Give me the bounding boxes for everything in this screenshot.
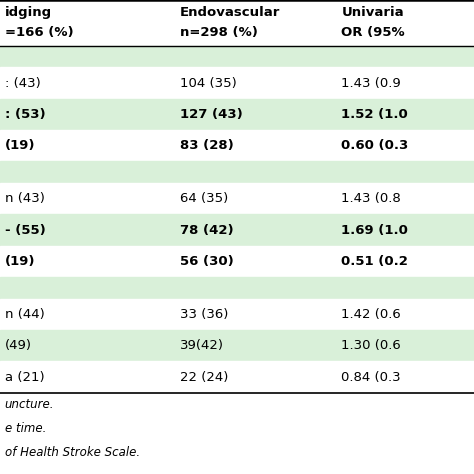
Bar bbox=[0, 99, 474, 130]
Text: : (43): : (43) bbox=[5, 77, 40, 90]
Text: 1.43 (0.9: 1.43 (0.9 bbox=[341, 77, 401, 90]
Text: 1.30 (0.6: 1.30 (0.6 bbox=[341, 339, 401, 352]
Bar bbox=[0, 161, 474, 183]
Text: uncture.: uncture. bbox=[5, 398, 54, 411]
Text: : (53): : (53) bbox=[5, 108, 46, 121]
Bar bbox=[0, 130, 474, 161]
Text: (19): (19) bbox=[5, 139, 35, 152]
Text: 83 (28): 83 (28) bbox=[180, 139, 234, 152]
Text: n (43): n (43) bbox=[5, 192, 45, 205]
Bar bbox=[0, 214, 474, 246]
Text: =166 (%): =166 (%) bbox=[5, 26, 73, 39]
Text: of Health Stroke Scale.: of Health Stroke Scale. bbox=[5, 446, 140, 459]
Text: (19): (19) bbox=[5, 255, 35, 268]
Text: idging: idging bbox=[5, 6, 52, 19]
Text: 0.51 (0.2: 0.51 (0.2 bbox=[341, 255, 408, 268]
Text: 22 (24): 22 (24) bbox=[180, 371, 228, 383]
Text: 56 (30): 56 (30) bbox=[180, 255, 234, 268]
Bar bbox=[0, 46, 474, 67]
Text: Endovascular: Endovascular bbox=[180, 6, 281, 19]
Text: 78 (42): 78 (42) bbox=[180, 224, 234, 237]
Text: 0.60 (0.3: 0.60 (0.3 bbox=[341, 139, 409, 152]
Text: n (44): n (44) bbox=[5, 308, 45, 321]
Bar bbox=[0, 330, 474, 362]
Bar bbox=[0, 67, 474, 99]
Text: 39(42): 39(42) bbox=[180, 339, 224, 352]
Text: 64 (35): 64 (35) bbox=[180, 192, 228, 205]
Text: OR (95%: OR (95% bbox=[341, 26, 405, 39]
Text: - (55): - (55) bbox=[5, 224, 46, 237]
Text: 104 (35): 104 (35) bbox=[180, 77, 237, 90]
Bar bbox=[0, 362, 474, 393]
Text: a (21): a (21) bbox=[5, 371, 45, 383]
Text: 127 (43): 127 (43) bbox=[180, 108, 243, 121]
Text: 0.84 (0.3: 0.84 (0.3 bbox=[341, 371, 401, 383]
Text: n=298 (%): n=298 (%) bbox=[180, 26, 258, 39]
Bar bbox=[0, 0, 474, 46]
Text: e time.: e time. bbox=[5, 422, 46, 435]
Bar bbox=[0, 299, 474, 330]
Text: (49): (49) bbox=[5, 339, 32, 352]
Text: 1.52 (1.0: 1.52 (1.0 bbox=[341, 108, 408, 121]
Text: 1.42 (0.6: 1.42 (0.6 bbox=[341, 308, 401, 321]
Text: Univaria: Univaria bbox=[341, 6, 404, 19]
Text: 1.69 (1.0: 1.69 (1.0 bbox=[341, 224, 408, 237]
Bar bbox=[0, 246, 474, 277]
Bar bbox=[0, 183, 474, 214]
Text: 1.43 (0.8: 1.43 (0.8 bbox=[341, 192, 401, 205]
Bar bbox=[0, 277, 474, 299]
Text: 33 (36): 33 (36) bbox=[180, 308, 228, 321]
